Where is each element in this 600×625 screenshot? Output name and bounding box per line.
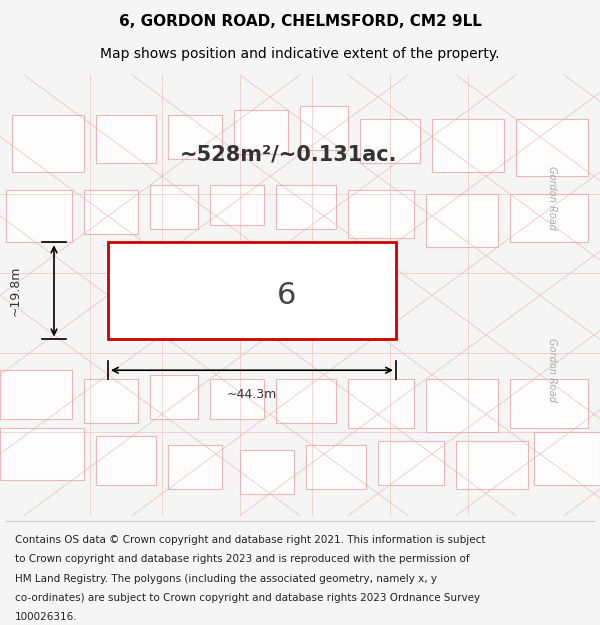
Bar <box>276 379 336 423</box>
Bar <box>150 185 198 229</box>
Bar <box>108 242 396 339</box>
Bar <box>96 114 156 163</box>
Bar <box>534 432 600 485</box>
Bar <box>150 374 198 419</box>
Text: HM Land Registry. The polygons (including the associated geometry, namely x, y: HM Land Registry. The polygons (includin… <box>15 574 437 584</box>
Bar <box>360 119 420 163</box>
Bar <box>240 449 294 494</box>
Bar <box>84 189 138 234</box>
Bar <box>210 379 264 419</box>
Bar <box>168 445 222 489</box>
Bar <box>0 370 72 419</box>
Text: Contains OS data © Crown copyright and database right 2021. This information is : Contains OS data © Crown copyright and d… <box>15 535 485 545</box>
Bar <box>426 194 498 247</box>
Bar <box>210 185 264 225</box>
Text: ~528m²/~0.131ac.: ~528m²/~0.131ac. <box>179 144 397 164</box>
Bar <box>510 379 588 428</box>
Bar <box>96 436 156 485</box>
Bar <box>348 379 414 428</box>
Bar <box>0 428 84 481</box>
Bar <box>300 106 348 150</box>
Text: to Crown copyright and database rights 2023 and is reproduced with the permissio: to Crown copyright and database rights 2… <box>15 554 470 564</box>
Bar <box>456 441 528 489</box>
Bar <box>234 110 288 154</box>
Text: Map shows position and indicative extent of the property.: Map shows position and indicative extent… <box>100 47 500 61</box>
Bar <box>348 189 414 238</box>
Bar <box>426 379 498 432</box>
Text: 100026316.: 100026316. <box>15 612 77 622</box>
Bar <box>516 119 588 176</box>
Text: Gordon Road: Gordon Road <box>547 166 557 231</box>
Bar <box>84 379 138 423</box>
Bar <box>168 114 222 159</box>
Bar <box>432 119 504 172</box>
Bar <box>276 185 336 229</box>
Bar <box>12 114 84 172</box>
Text: ~19.8m: ~19.8m <box>8 266 22 316</box>
Bar <box>6 189 72 242</box>
Text: co-ordinates) are subject to Crown copyright and database rights 2023 Ordnance S: co-ordinates) are subject to Crown copyr… <box>15 592 480 602</box>
Text: 6, GORDON ROAD, CHELMSFORD, CM2 9LL: 6, GORDON ROAD, CHELMSFORD, CM2 9LL <box>119 14 481 29</box>
Text: ~44.3m: ~44.3m <box>227 388 277 401</box>
Text: 6: 6 <box>277 281 296 310</box>
Bar <box>306 445 366 489</box>
Bar <box>510 194 588 242</box>
Text: Gordon Road: Gordon Road <box>547 338 557 402</box>
Bar <box>378 441 444 485</box>
